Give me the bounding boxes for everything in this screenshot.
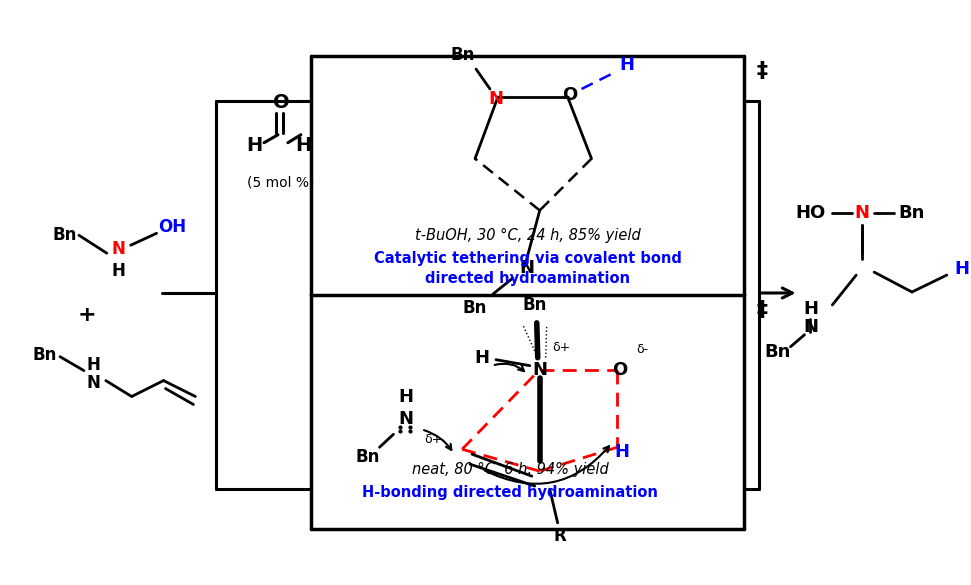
Text: ‡: ‡ xyxy=(756,300,767,320)
Text: H: H xyxy=(615,443,630,461)
Text: H: H xyxy=(246,136,262,155)
Text: O: O xyxy=(562,86,577,104)
Text: O: O xyxy=(273,94,289,112)
Text: Bn: Bn xyxy=(764,343,790,361)
Text: Bn: Bn xyxy=(463,299,487,317)
Text: (5 mol %): (5 mol %) xyxy=(248,176,315,190)
Text: N: N xyxy=(112,240,125,258)
Text: neat, 80 °C, 6 h, 94% yield: neat, 80 °C, 6 h, 94% yield xyxy=(412,462,608,477)
Text: H: H xyxy=(87,356,101,374)
Text: t-BuOH, 30 °C, 24 h, 85% yield: t-BuOH, 30 °C, 24 h, 85% yield xyxy=(415,228,641,243)
Text: Bn: Bn xyxy=(522,296,547,314)
Text: Bn: Bn xyxy=(451,46,475,64)
Text: N: N xyxy=(519,259,534,277)
Text: δ+: δ+ xyxy=(424,433,443,446)
Text: N: N xyxy=(854,204,870,222)
Text: Bn: Bn xyxy=(355,448,380,466)
Text: H: H xyxy=(619,56,635,74)
Text: +: + xyxy=(78,305,96,325)
Text: directed hydroamination: directed hydroamination xyxy=(425,271,630,285)
Text: N: N xyxy=(803,318,818,336)
Text: O: O xyxy=(612,360,627,378)
Text: Bn: Bn xyxy=(52,226,77,245)
Text: OH: OH xyxy=(158,218,186,236)
Text: H: H xyxy=(112,262,125,280)
Text: δ+: δ+ xyxy=(552,341,571,355)
Text: Catalytic tethering via covalent bond: Catalytic tethering via covalent bond xyxy=(374,250,682,266)
Text: H-bonding directed hydroamination: H-bonding directed hydroamination xyxy=(362,484,657,500)
Text: N: N xyxy=(398,411,413,428)
Text: H: H xyxy=(398,388,413,407)
Text: H: H xyxy=(803,300,818,318)
Text: H: H xyxy=(475,349,489,367)
Text: N: N xyxy=(488,90,503,108)
Text: δ-: δ- xyxy=(636,343,649,356)
Text: ‡: ‡ xyxy=(756,61,767,81)
Text: H: H xyxy=(296,136,312,155)
Text: Bn: Bn xyxy=(899,204,925,222)
Text: N: N xyxy=(532,360,548,378)
Text: N: N xyxy=(87,374,101,391)
Text: Bn: Bn xyxy=(32,346,56,364)
Text: H: H xyxy=(954,260,969,278)
Text: R: R xyxy=(553,527,566,545)
Text: HO: HO xyxy=(795,204,825,222)
